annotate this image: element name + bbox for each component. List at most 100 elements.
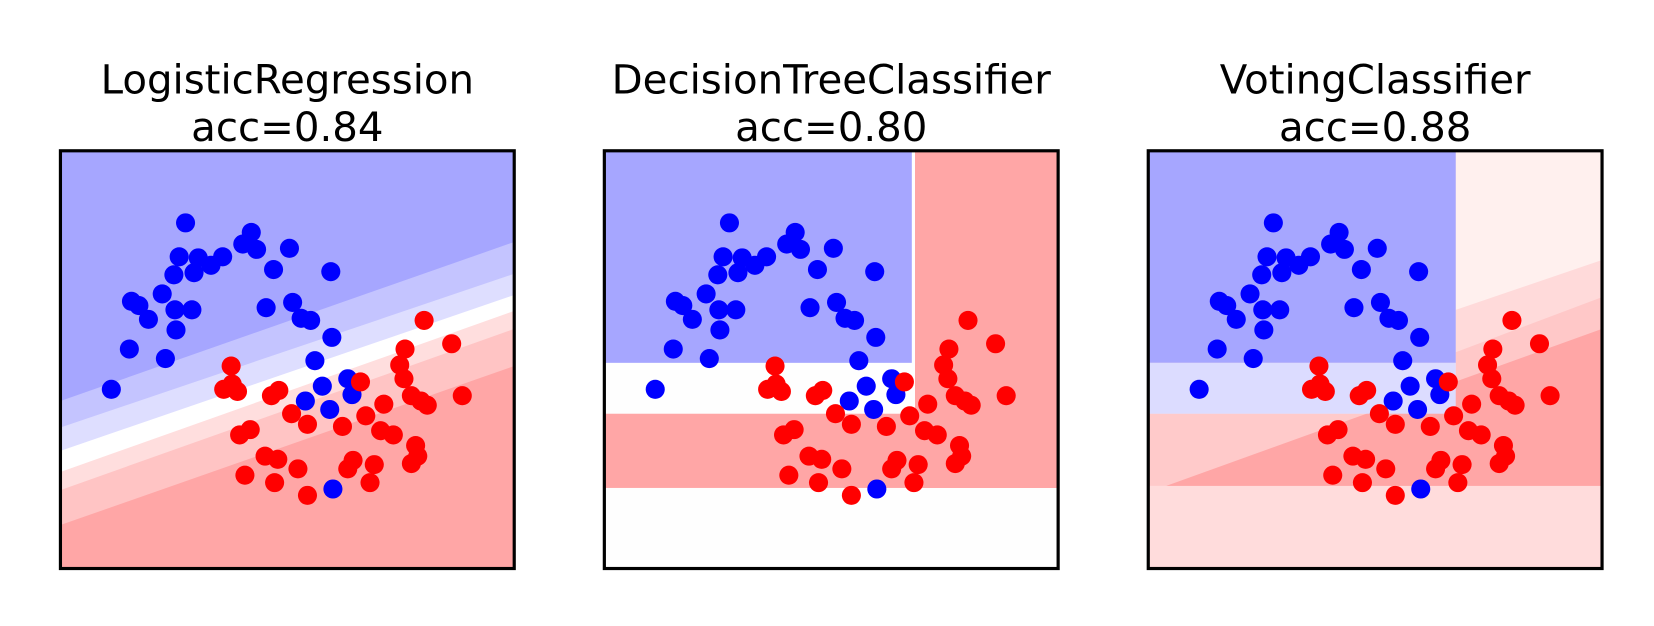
point <box>1502 310 1522 330</box>
point <box>710 320 730 340</box>
point <box>1369 404 1389 424</box>
point <box>356 406 376 426</box>
point <box>1289 255 1309 275</box>
point <box>728 263 748 283</box>
point <box>1438 372 1458 392</box>
point <box>1254 320 1274 340</box>
point <box>808 473 829 493</box>
point <box>322 327 342 347</box>
point <box>867 479 887 499</box>
point <box>152 284 172 304</box>
point <box>699 349 719 369</box>
point <box>1323 465 1343 485</box>
point <box>1482 369 1502 389</box>
point <box>1217 296 1237 316</box>
point <box>958 310 978 330</box>
point <box>268 449 288 469</box>
decision-regions <box>604 150 1059 569</box>
point <box>1462 394 1482 414</box>
point <box>414 310 434 330</box>
point <box>338 459 358 479</box>
point <box>986 334 1006 354</box>
point <box>360 473 380 493</box>
point <box>1240 284 1260 304</box>
point <box>918 394 938 414</box>
point <box>1426 459 1446 479</box>
point <box>247 239 267 259</box>
point <box>261 386 281 406</box>
point <box>1252 265 1272 285</box>
plot-frame <box>1146 149 1604 571</box>
point <box>138 309 158 329</box>
point <box>713 247 733 267</box>
point <box>790 239 811 259</box>
point <box>839 391 859 411</box>
point <box>832 459 852 479</box>
point <box>1529 334 1550 354</box>
point <box>673 296 693 316</box>
point <box>1356 449 1376 469</box>
point <box>129 296 149 316</box>
point <box>841 414 861 434</box>
point <box>1410 327 1430 347</box>
point <box>945 454 965 474</box>
point <box>1207 339 1227 359</box>
point <box>904 473 924 493</box>
point <box>1226 309 1246 329</box>
point <box>1243 349 1263 369</box>
point <box>1309 356 1329 376</box>
point <box>827 292 847 312</box>
point <box>1257 247 1277 267</box>
point <box>279 238 299 258</box>
point <box>165 300 185 320</box>
point <box>927 425 947 445</box>
chart-subtitle: acc=0.80 <box>735 105 927 151</box>
point <box>394 369 414 389</box>
point <box>1315 381 1335 402</box>
chart-title: VotingClassifier <box>1220 58 1531 104</box>
point <box>182 300 202 320</box>
point <box>856 376 876 396</box>
point <box>305 351 325 371</box>
point <box>1411 479 1431 499</box>
point <box>939 339 959 359</box>
point <box>297 414 318 434</box>
point <box>894 372 914 392</box>
point <box>771 381 791 402</box>
point <box>452 386 472 406</box>
point <box>264 259 284 280</box>
point <box>184 263 204 283</box>
point <box>849 351 869 371</box>
point <box>221 356 241 376</box>
point <box>169 247 189 267</box>
point <box>1349 386 1369 406</box>
point <box>1452 455 1472 475</box>
point <box>320 399 340 420</box>
point <box>374 394 394 414</box>
point <box>235 465 255 485</box>
point <box>900 406 920 426</box>
point <box>256 298 276 318</box>
plot-frame <box>58 149 516 571</box>
point <box>1388 310 1409 330</box>
point <box>708 265 728 285</box>
point <box>807 259 827 280</box>
point <box>1263 213 1283 233</box>
point <box>784 420 804 440</box>
point <box>845 310 865 330</box>
point <box>401 454 421 474</box>
point <box>364 455 384 475</box>
point <box>823 238 843 258</box>
point <box>1352 473 1372 493</box>
point <box>805 386 825 406</box>
point <box>696 284 716 304</box>
point <box>663 339 683 359</box>
point <box>1420 416 1440 436</box>
point <box>1385 414 1405 434</box>
region <box>604 413 1059 488</box>
point <box>719 213 739 233</box>
chart-subtitle: acc=0.84 <box>191 105 383 151</box>
point <box>800 298 820 318</box>
point <box>1367 238 1387 258</box>
point <box>297 485 318 505</box>
